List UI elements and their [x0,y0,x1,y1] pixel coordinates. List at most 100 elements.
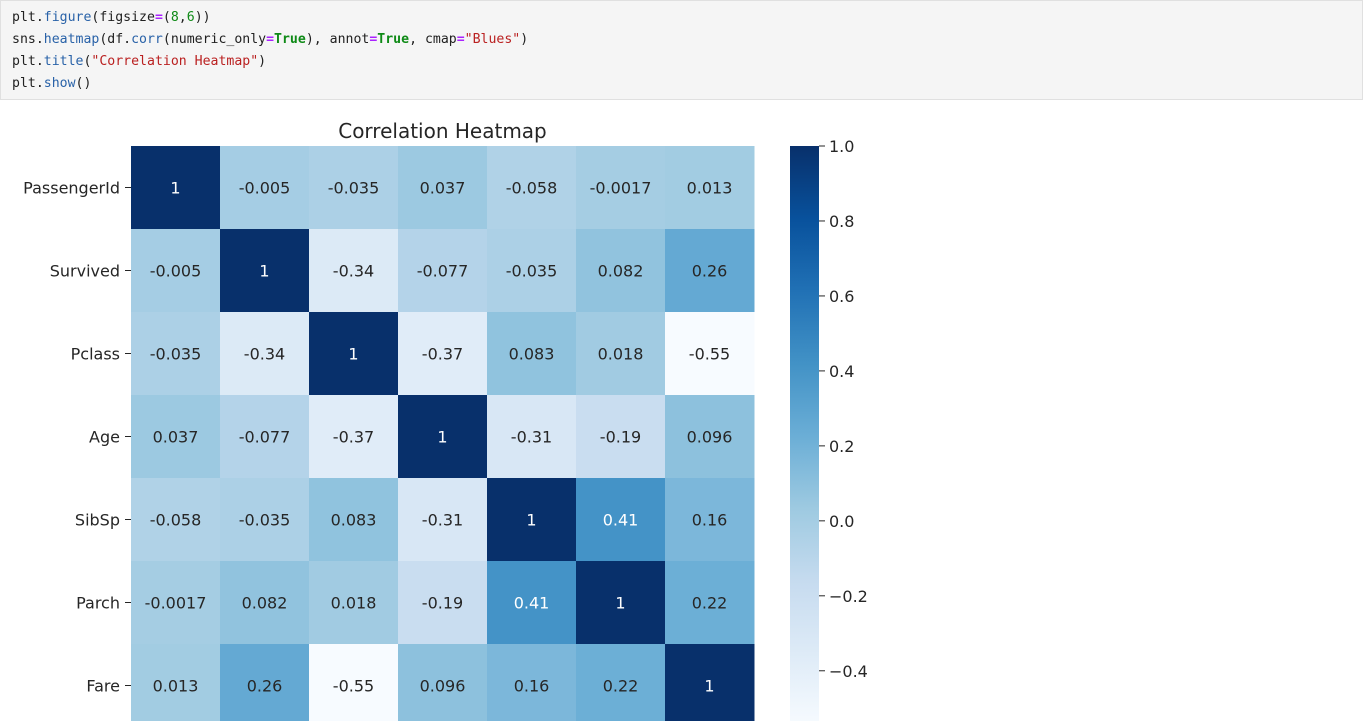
cell-annotation: 1 [259,262,269,281]
colorbar-tick-label: 0.6 [829,287,854,306]
heatmap-cell [398,644,488,721]
heatmap-cell [665,561,755,645]
heatmap-cell [309,395,399,479]
heatmap-cell [487,312,577,396]
code-token: , [178,10,187,25]
cell-annotation: -0.55 [689,345,730,364]
cell-annotation: 0.082 [598,262,644,281]
code-token: ( [83,54,92,69]
code-token: plt. [12,10,44,25]
colorbar-tick-label: −0.4 [829,662,868,681]
cell-annotation: -0.035 [506,262,558,281]
code-token: = [154,10,163,25]
cell-annotation: 0.037 [420,179,466,198]
heatmap-cell [398,395,488,479]
heatmap-cell [665,478,755,562]
heatmap-cell [131,644,221,721]
cell-annotation: 0.018 [331,594,377,613]
cell-annotation: 0.037 [153,428,199,447]
cell-annotation: 1 [704,677,714,696]
code-line: sns.heatmap(df.corr(numeric_only=True), … [12,29,1362,51]
heatmap-cell [487,644,577,721]
colorbar-tick-label: 0.4 [829,362,854,381]
heatmap-cell [398,561,488,645]
cell-annotation: -0.19 [422,594,463,613]
colorbar-tick-label: 1.0 [829,137,854,156]
heatmap-cell [576,561,666,645]
code-token: = [456,32,465,47]
heatmap-cell [665,395,755,479]
heatmap-cell [131,312,221,396]
heatmap-cell [131,146,221,230]
cell-annotation: 0.096 [420,677,466,696]
cell-annotation: -0.31 [511,428,552,447]
heatmap-cell [487,395,577,479]
y-axis-tick-label: Fare [86,677,120,696]
code-token: plt. [12,54,44,69]
cell-annotation: 0.013 [153,677,199,696]
code-token: plt. [12,76,44,91]
code-token: ) [258,54,267,69]
cell-annotation: -0.077 [417,262,469,281]
code-token: "Correlation Heatmap" [91,54,259,69]
cell-annotation: 1 [170,179,180,198]
heatmap-cell [309,229,399,313]
cell-annotation: -0.058 [506,179,558,198]
heatmap-cell [576,312,666,396]
cell-annotation: -0.005 [150,262,202,281]
y-axis-tick-labels: PassengerId Survived Pclass Age SibSp Parch Fa… [23,179,131,696]
heatmap-cell [398,478,488,562]
y-axis-tick-label: SibSp [75,511,120,530]
heatmap-cell [220,312,310,396]
cell-annotation: -0.077 [239,428,291,447]
code-line: plt.show() [12,73,1362,95]
cell-annotation: 1 [615,594,625,613]
code-token: = [266,32,275,47]
cell-annotation: -0.19 [600,428,641,447]
cell-annotation: 0.082 [242,594,288,613]
cell-annotation: -0.55 [333,677,374,696]
cell-annotation: -0.035 [239,511,291,530]
colorbar: 1.0 0.8 0.6 0.4 0.2 0.0 −0.2 −0.4 [790,137,868,721]
cell-annotation: 0.013 [687,179,733,198]
heatmap-cell [576,478,666,562]
heatmap-cell [220,644,310,721]
code-token: sns. [12,32,44,47]
code-token: = [369,32,378,47]
code-token: True [274,32,306,47]
heatmap-cell [309,561,399,645]
heatmap-cell [665,312,755,396]
heatmap-cell [665,644,755,721]
heatmap-cell [131,478,221,562]
cell-annotation: 0.22 [603,677,639,696]
code-token: corr [131,32,163,47]
cell-annotation: -0.31 [422,511,463,530]
y-axis-tick-label: Pclass [71,345,120,364]
cell-annotation: -0.058 [150,511,202,530]
cell-annotation: -0.005 [239,179,291,198]
heatmap-cell [220,561,310,645]
code-token: "Blues" [464,32,521,47]
code-token: 8 [170,10,179,25]
colorbar-tick-label: 0.2 [829,437,854,456]
code-cell[interactable]: plt.figure(figsize=(8,6)) sns.heatmap(df.… [0,0,1363,100]
heatmap-cell [487,478,577,562]
cell-annotation: 0.083 [331,511,377,530]
code-token: (df. [99,32,132,47]
heatmap-cell [309,644,399,721]
y-axis-tick-label: PassengerId [23,179,120,198]
code-token: True [377,32,410,47]
heatmap-cell [398,229,488,313]
heatmap-cell [309,478,399,562]
heatmap-cells: 1 -0.005 -0.035 0.037 -0.058 -0.0017 0.013 -0.0… [131,146,755,721]
heatmap-cell [576,229,666,313]
cell-annotation: -0.035 [328,179,380,198]
code-token: , cmap [409,32,457,47]
heatmap-cell [220,395,310,479]
cell-annotation: -0.035 [150,345,202,364]
cell-annotation: -0.34 [333,262,374,281]
cell-annotation: 0.22 [692,594,728,613]
code-token: (numeric_only [162,32,267,47]
heatmap-cell [487,229,577,313]
code-token: heatmap [43,32,100,47]
